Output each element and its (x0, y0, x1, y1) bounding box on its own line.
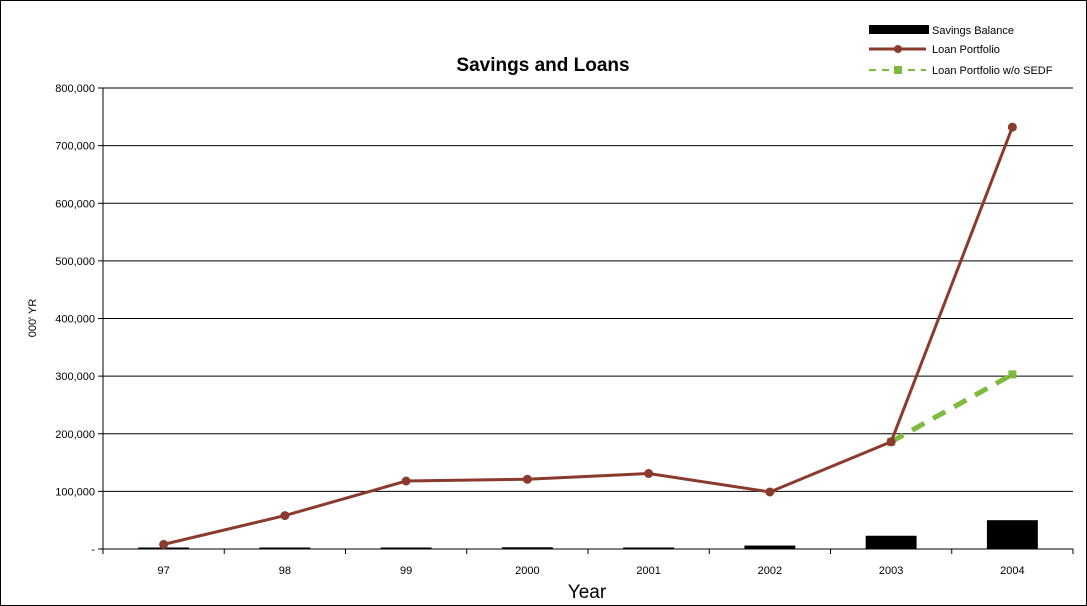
x-tick-label: 98 (279, 565, 291, 577)
savings-bar (380, 547, 432, 549)
loan-portfolio-point (401, 476, 411, 486)
x-tick-label: 2004 (1000, 565, 1024, 577)
y-tick-label: 800,000 (55, 83, 95, 95)
savings-bar (744, 545, 796, 549)
gridlines (98, 87, 1074, 554)
y-tick-labels: - 100,000 200,000 300,000 400,000 500,000 600,… (55, 83, 95, 556)
y-tick-label: 200,000 (55, 429, 95, 441)
chart-title: Savings and Loans (456, 55, 629, 76)
legend-swatch-savings-balance (869, 25, 929, 34)
x-tick-label: 2002 (758, 565, 782, 577)
loan-portfolio-line (163, 126, 1014, 546)
x-tick-label: 99 (400, 565, 412, 577)
loan-portfolio-point (522, 474, 532, 484)
legend: Savings Balance Loan Portfolio Loan Port… (869, 25, 1053, 77)
loan-portfolio-point (765, 487, 775, 497)
y-tick-label: 500,000 (55, 256, 95, 268)
loan-portfolio-point (886, 437, 896, 447)
x-tick-label: 97 (158, 565, 170, 577)
y-tick-label: 300,000 (55, 371, 95, 383)
y-tick-label: 700,000 (55, 141, 95, 153)
loan-portfolio-wo-sedf-line (889, 372, 1014, 445)
loan-portfolio-point (280, 511, 290, 521)
x-tick-label: 2001 (636, 565, 660, 577)
x-tick-labels: 97 98 99 2000 2001 2002 2003 2004 (158, 565, 1025, 577)
savings-bar (865, 535, 917, 549)
y-axis-title: 000' YR (27, 299, 39, 338)
legend-label-savings-balance: Savings Balance (932, 25, 1014, 37)
x-tick-label: 2003 (879, 565, 903, 577)
loan-portfolio-point (159, 539, 169, 549)
y-tick-label: 600,000 (55, 198, 95, 210)
legend-marker-loan-portfolio (894, 45, 902, 53)
savings-bar (501, 547, 553, 549)
savings-bar (986, 520, 1038, 549)
savings-bar (259, 547, 311, 549)
loan-lines (159, 122, 1017, 549)
loan-portfolio-wo-sedf-point (1008, 370, 1017, 379)
x-axis-title: Year (568, 582, 607, 603)
x-tick-label: 2000 (515, 565, 539, 577)
legend-label-loan-portfolio: Loan Portfolio (932, 44, 1000, 56)
savings-bars (138, 520, 1038, 549)
loan-portfolio-point (1007, 122, 1017, 132)
savings-bar (623, 547, 675, 549)
y-tick-label: 100,000 (55, 486, 95, 498)
legend-marker-loan-portfolio-wo-sedf (894, 66, 902, 74)
y-tick-label: - (91, 544, 95, 556)
legend-label-loan-portfolio-wo-sedf: Loan Portfolio w/o SEDF (932, 65, 1053, 77)
loan-portfolio-point (644, 469, 654, 479)
y-tick-label: 400,000 (55, 314, 95, 326)
